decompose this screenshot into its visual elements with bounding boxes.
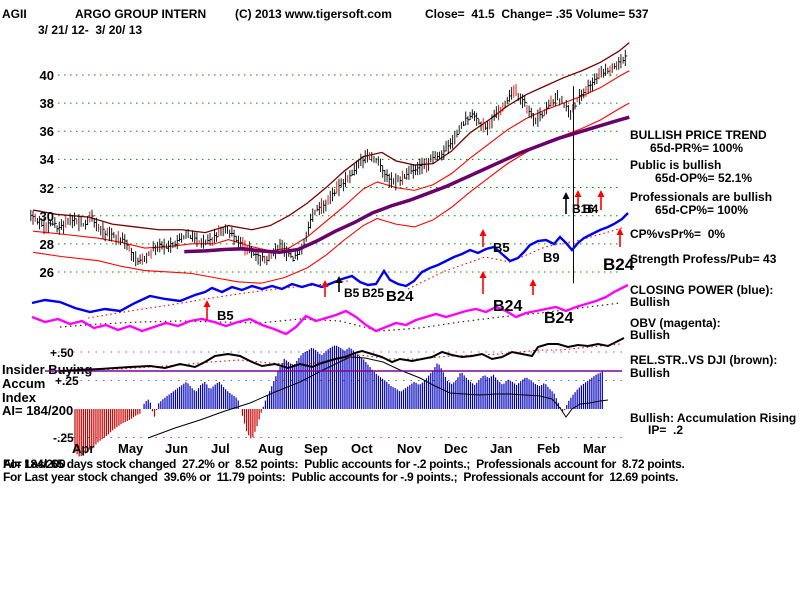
right-panel-line: OBV (magenta): <box>630 316 721 330</box>
right-panel-line: 65d-PR%= 100% <box>650 141 744 155</box>
right-panel-line: Bullish: Accumulation Rising <box>630 411 797 425</box>
ticker-symbol: AGII <box>2 7 27 21</box>
mid-band-red <box>33 70 630 252</box>
chart-annotation-b5: B5 <box>344 286 360 300</box>
month-label-jan: Jan <box>490 441 513 456</box>
price-tick-label: 28 <box>39 236 54 252</box>
chart-annotation-b9: B9 <box>543 250 560 265</box>
price-tick-label: 40 <box>39 68 54 83</box>
right-panel-line: BULLISH PRICE TREND <box>630 128 767 142</box>
index-label: Index <box>2 390 36 405</box>
chart-annotation-b24: B24 <box>386 288 414 305</box>
footer-summary-65d: For Last 65 days stock changed 27.2% or … <box>3 457 685 471</box>
ip-line <box>59 337 625 372</box>
right-panel-line: Public is bullish <box>630 158 722 172</box>
right-panel-line: 65d-OP%= 52.1% <box>655 171 753 185</box>
chart-annotation-b24: B24 <box>493 298 523 315</box>
right-panel-line: Bullish <box>630 366 671 380</box>
chart-annotation-b5: B5 <box>493 240 510 255</box>
right-panel-line: IP= .2 <box>648 423 684 437</box>
month-label-apr: Apr <box>72 441 95 456</box>
chart-annotation-b5: B5 <box>217 308 234 323</box>
indicator-tick-label: -.25 <box>53 431 74 445</box>
right-panel-line: REL.STR..VS DJI (brown): <box>630 353 778 367</box>
closing-power-line <box>31 212 629 314</box>
right-panel-line: CP%vsPr%= 0% <box>630 227 726 241</box>
stock-title: ARGO GROUP INTERN <box>75 7 207 21</box>
rel-strength-line <box>59 302 621 332</box>
signal-arrows <box>203 190 624 320</box>
date-range: 3/ 21/ 12- 3/ 20/ 13 <box>38 23 143 37</box>
quote-stats: Close= 41.5 Change= .35 Volume= 537 <box>425 7 649 21</box>
ip-red-dotted-line <box>84 343 621 371</box>
price-tick-label: 32 <box>39 180 54 196</box>
price-tick-label: 30 <box>39 208 54 224</box>
price-tick-label: 36 <box>39 124 54 140</box>
ohlc-bars <box>30 49 628 284</box>
lower-band-red <box>33 102 630 284</box>
right-panel-line: 65d-CP%= 100% <box>655 203 749 217</box>
footer-overlap-text: AI= 184/200 <box>3 457 66 471</box>
chart-annotation-b24: B24 <box>603 255 635 274</box>
chart-annotation-b16: B16 <box>572 202 595 216</box>
chart-annotation-b24: B24 <box>544 310 574 327</box>
month-label-feb: Feb <box>537 441 561 456</box>
chart-annotation-b25: B25 <box>362 286 385 300</box>
right-panel-line: Strength Profess/Pub= 43 <box>630 252 777 266</box>
copyright-text: (C) 2013 www.tigersoft.com <box>235 7 392 21</box>
month-label-sep: Sep <box>304 441 328 456</box>
histogram-signal-line <box>147 356 609 439</box>
right-panel-line: Professionals are bullish <box>630 190 773 204</box>
right-panel-line: CLOSING POWER (blue): <box>630 283 774 297</box>
price-tick-label: 38 <box>39 96 54 112</box>
month-label-may: May <box>118 441 144 456</box>
obv-line <box>31 283 629 336</box>
accum-label: Accum <box>2 376 46 391</box>
footer-summary-year: For Last year stock changed 39.6% or 11.… <box>3 470 679 484</box>
month-label-nov: Nov <box>397 441 422 456</box>
price-tick-label: 26 <box>39 264 54 280</box>
month-label-jul: Jul <box>211 441 230 456</box>
price-tick-label: 34 <box>39 152 54 168</box>
upper-band-maroon <box>33 42 630 234</box>
moving-average-purple <box>184 115 630 255</box>
ai-value-label: AI= 184/200 <box>2 403 74 418</box>
month-label-jun: Jun <box>165 441 189 456</box>
right-panel-line: Bullish <box>630 295 671 309</box>
month-label-aug: Aug <box>258 441 284 456</box>
month-label-dec: Dec <box>444 441 468 456</box>
indicator-tick-label: +.50 <box>50 346 74 360</box>
indicator-tick-label: +.25 <box>55 374 79 388</box>
month-label-mar: Mar <box>583 441 607 456</box>
month-label-oct: Oct <box>351 441 373 456</box>
right-panel-line: Bullish <box>630 328 671 342</box>
chart-annotation-b4: B4 <box>583 202 599 216</box>
